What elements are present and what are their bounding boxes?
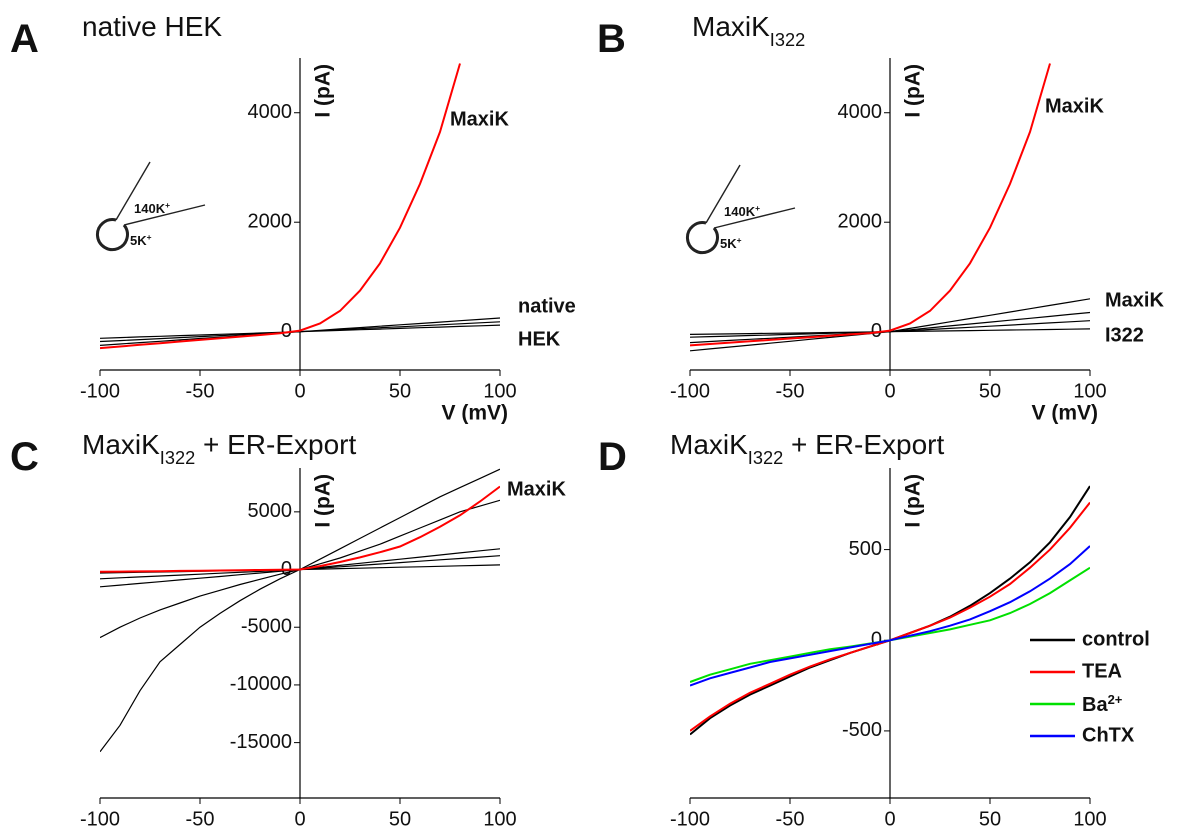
y-axis-label: I (pA) — [312, 474, 335, 528]
y-tick-label: 4000 — [248, 101, 293, 123]
data-line — [690, 328, 1090, 335]
data-line — [690, 545, 1090, 687]
x-axis-label: V (mV) — [441, 402, 508, 425]
text-part: MaxiK — [692, 11, 770, 42]
x-tick-label: -100 — [80, 808, 120, 829]
legend-label: Ba2+ — [1082, 692, 1123, 717]
panel-label: C — [10, 435, 39, 479]
x-tick-label: 0 — [884, 380, 895, 402]
pipette-tip — [95, 218, 129, 252]
legend-label: ChTX — [1082, 724, 1135, 746]
x-tick-label: -50 — [776, 380, 805, 402]
y-tick-label: 0 — [871, 320, 882, 342]
x-tick-label: 50 — [979, 808, 1001, 829]
text-part: Ba — [1082, 694, 1108, 716]
inset-label: 5K+ — [130, 232, 152, 248]
y-tick-label: -500 — [842, 719, 882, 741]
x-tick-label: -50 — [776, 808, 805, 829]
annotation: MaxiK — [1105, 289, 1164, 311]
annotation: I322 — [1105, 324, 1144, 346]
x-tick-label: 50 — [389, 380, 411, 402]
text-part: + — [755, 203, 760, 213]
text-part: MaxiK — [670, 429, 748, 460]
y-tick-label: -15000 — [230, 731, 292, 753]
panel-label: A — [10, 17, 39, 61]
annotation: MaxiK — [507, 478, 566, 500]
x-tick-label: 50 — [389, 808, 411, 829]
panel-title: MaxiKI322 — [692, 11, 805, 50]
data-line — [100, 485, 500, 573]
x-tick-label: 100 — [483, 808, 516, 829]
x-tick-label: -100 — [80, 380, 120, 402]
annotation: MaxiK — [450, 108, 509, 130]
text-part: + — [165, 200, 170, 210]
text-part: + ER-Export — [195, 429, 356, 460]
y-tick-label: 500 — [849, 538, 882, 560]
y-tick-label: 0 — [871, 629, 882, 651]
y-tick-label: -5000 — [241, 616, 292, 638]
x-tick-label: 100 — [1073, 808, 1106, 829]
x-tick-label: 0 — [884, 808, 895, 829]
data-line — [100, 324, 500, 339]
x-tick-label: 50 — [979, 380, 1001, 402]
annotation: native — [518, 295, 576, 317]
text-part: + ER-Export — [783, 429, 944, 460]
y-tick-label: -10000 — [230, 673, 292, 695]
y-tick-label: 0 — [281, 320, 292, 342]
legend-label: TEA — [1082, 660, 1122, 682]
pipette-wall — [713, 207, 796, 229]
y-tick-label: 5000 — [248, 500, 293, 522]
y-tick-label: 2000 — [838, 210, 883, 232]
x-tick-label: -50 — [186, 808, 215, 829]
x-tick-label: -100 — [670, 380, 710, 402]
y-tick-label: 2000 — [248, 210, 293, 232]
annotation: HEK — [518, 328, 561, 350]
y-axis-label: I (pA) — [312, 64, 335, 118]
x-tick-label: -100 — [670, 808, 710, 829]
pipette-wall — [115, 161, 151, 221]
panel-title: MaxiKI322 + ER-Export — [82, 429, 356, 468]
text-part: I322 — [770, 30, 805, 50]
annotation: MaxiK — [1045, 95, 1104, 117]
text-part: MaxiK — [82, 429, 160, 460]
text-part: I322 — [160, 448, 195, 468]
legend-label: control — [1082, 628, 1150, 650]
y-axis-label: I (pA) — [902, 474, 925, 528]
pipette-tip — [685, 221, 719, 255]
text-part: 5K — [130, 233, 147, 248]
pipette-wall — [705, 164, 741, 224]
inset-label: 5K+ — [720, 235, 742, 251]
text-part: 140K — [724, 204, 756, 219]
inset-label: 140K+ — [134, 200, 170, 216]
y-tick-label: 4000 — [838, 101, 883, 123]
x-tick-label: -50 — [186, 380, 215, 402]
x-tick-label: 0 — [294, 808, 305, 829]
text-part: 5K — [720, 236, 737, 251]
panel-label: B — [597, 17, 626, 61]
inset-label: 140K+ — [724, 203, 760, 219]
panel-title: native HEK — [82, 11, 222, 42]
data-line — [100, 63, 461, 350]
panel-label: D — [598, 435, 627, 479]
panel-title: MaxiKI322 + ER-Export — [670, 429, 944, 468]
text-part: native HEK — [82, 11, 222, 42]
data-line — [690, 63, 1051, 347]
x-axis-label: V (mV) — [1031, 402, 1098, 425]
y-axis-label: I (pA) — [902, 64, 925, 118]
text-part: I322 — [748, 448, 783, 468]
text-part: 140K — [134, 201, 166, 216]
text-part: 2+ — [1108, 692, 1123, 707]
x-tick-label: 100 — [483, 380, 516, 402]
x-tick-label: 0 — [294, 380, 305, 402]
text-part: + — [147, 232, 152, 242]
text-part: + — [737, 235, 742, 245]
pipette-wall — [123, 204, 206, 226]
x-tick-label: 100 — [1073, 380, 1106, 402]
